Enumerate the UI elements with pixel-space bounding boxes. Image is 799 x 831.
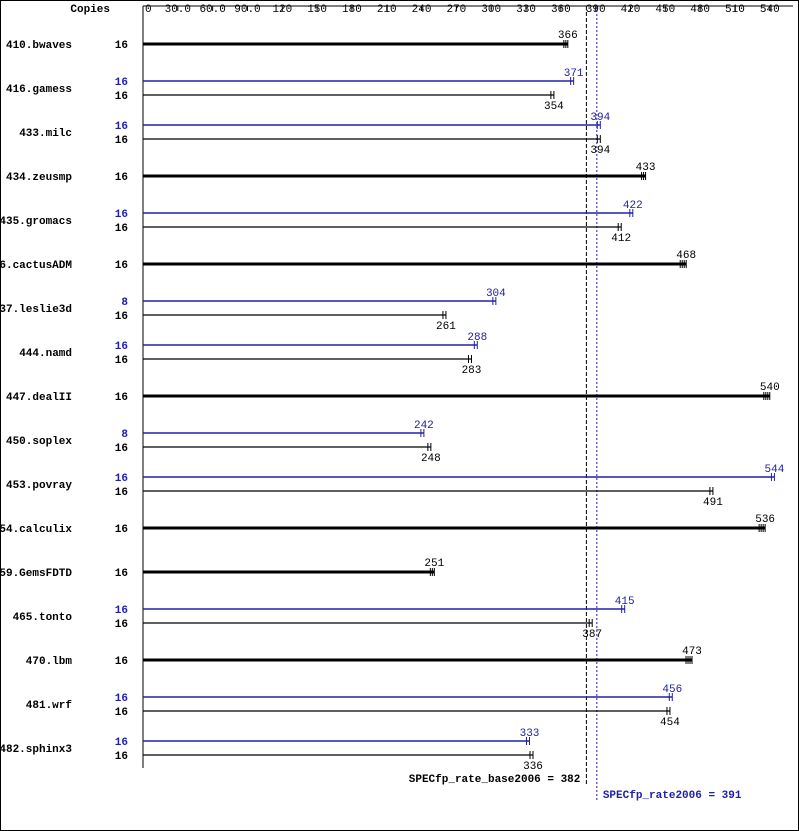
base-value: 433 <box>636 162 656 174</box>
base-copies: 16 <box>115 751 128 763</box>
peak-value: 422 <box>623 200 643 212</box>
base-copies: 16 <box>115 91 128 103</box>
peak-copies: 8 <box>121 297 128 309</box>
peak-value: 304 <box>486 288 506 300</box>
peak-value: 394 <box>590 112 610 124</box>
benchmark-name: 434.zeusmp <box>6 172 72 184</box>
base-value: 536 <box>755 514 775 526</box>
base-copies: 16 <box>115 135 128 147</box>
base-value: 251 <box>424 558 444 570</box>
base-copies: 16 <box>115 443 128 455</box>
peak-copies: 16 <box>115 473 128 485</box>
peak-copies: 16 <box>115 121 128 133</box>
base-value: 473 <box>682 646 702 658</box>
base-value: 540 <box>760 382 780 394</box>
peak-value: 544 <box>765 464 785 476</box>
benchmark-name: 416.gamess <box>6 84 72 96</box>
benchmark-name: 444.namd <box>19 348 72 360</box>
xaxis-label: Copies <box>70 4 110 16</box>
base-copies: 16 <box>115 355 128 367</box>
base-value: 387 <box>582 629 602 641</box>
base-copies: 16 <box>115 392 128 404</box>
base-copies: 16 <box>115 311 128 323</box>
base-copies: 16 <box>115 223 128 235</box>
spec-benchmark-chart: Copies030.060.090.0120150180210240270300… <box>0 0 799 831</box>
peak-copies: 16 <box>115 737 128 749</box>
base-value: 354 <box>544 101 564 113</box>
reference-label-peak: SPECfp_rate2006 = 391 <box>603 790 742 802</box>
peak-value: 242 <box>414 420 434 432</box>
base-value: 283 <box>462 365 482 377</box>
benchmark-name: 465.tonto <box>13 612 73 624</box>
benchmark-name: 410.bwaves <box>6 40 72 52</box>
base-value: 394 <box>590 145 610 157</box>
peak-value: 333 <box>520 728 540 740</box>
peak-value: 371 <box>564 68 584 80</box>
base-copies: 16 <box>115 707 128 719</box>
peak-value: 288 <box>467 332 487 344</box>
base-copies: 16 <box>115 619 128 631</box>
base-value: 412 <box>611 233 631 245</box>
benchmark-name: 453.povray <box>6 480 72 492</box>
benchmark-name: 435.gromacs <box>0 216 72 228</box>
base-copies: 16 <box>115 487 128 499</box>
peak-value: 456 <box>662 684 682 696</box>
peak-copies: 16 <box>115 209 128 221</box>
benchmark-name: 450.soplex <box>6 436 72 448</box>
benchmark-name: 481.wrf <box>26 700 73 712</box>
base-copies: 16 <box>115 524 128 536</box>
peak-value: 415 <box>615 596 635 608</box>
base-copies: 16 <box>115 260 128 272</box>
benchmark-name: 436.cactusADM <box>0 260 72 272</box>
peak-copies: 16 <box>115 77 128 89</box>
reference-label-base: SPECfp_rate_base2006 = 382 <box>409 774 581 786</box>
base-value: 454 <box>660 717 680 729</box>
base-value: 248 <box>421 453 441 465</box>
benchmark-name: 437.leslie3d <box>0 304 72 316</box>
peak-copies: 16 <box>115 341 128 353</box>
base-value: 468 <box>676 250 696 262</box>
peak-copies: 16 <box>115 693 128 705</box>
base-value: 261 <box>436 321 456 333</box>
peak-copies: 8 <box>121 429 128 441</box>
base-copies: 16 <box>115 568 128 580</box>
benchmark-name: 459.GemsFDTD <box>0 568 72 580</box>
benchmark-name: 454.calculix <box>0 524 72 536</box>
benchmark-name: 433.milc <box>19 128 72 140</box>
base-value: 366 <box>558 30 578 42</box>
benchmark-name: 482.sphinx3 <box>0 744 72 756</box>
base-value: 336 <box>523 761 543 773</box>
benchmark-name: 447.dealII <box>6 392 72 404</box>
base-value: 491 <box>703 497 723 509</box>
base-copies: 16 <box>115 656 128 668</box>
base-copies: 16 <box>115 172 128 184</box>
peak-copies: 16 <box>115 605 128 617</box>
base-copies: 16 <box>115 40 128 52</box>
benchmark-name: 470.lbm <box>26 656 73 668</box>
